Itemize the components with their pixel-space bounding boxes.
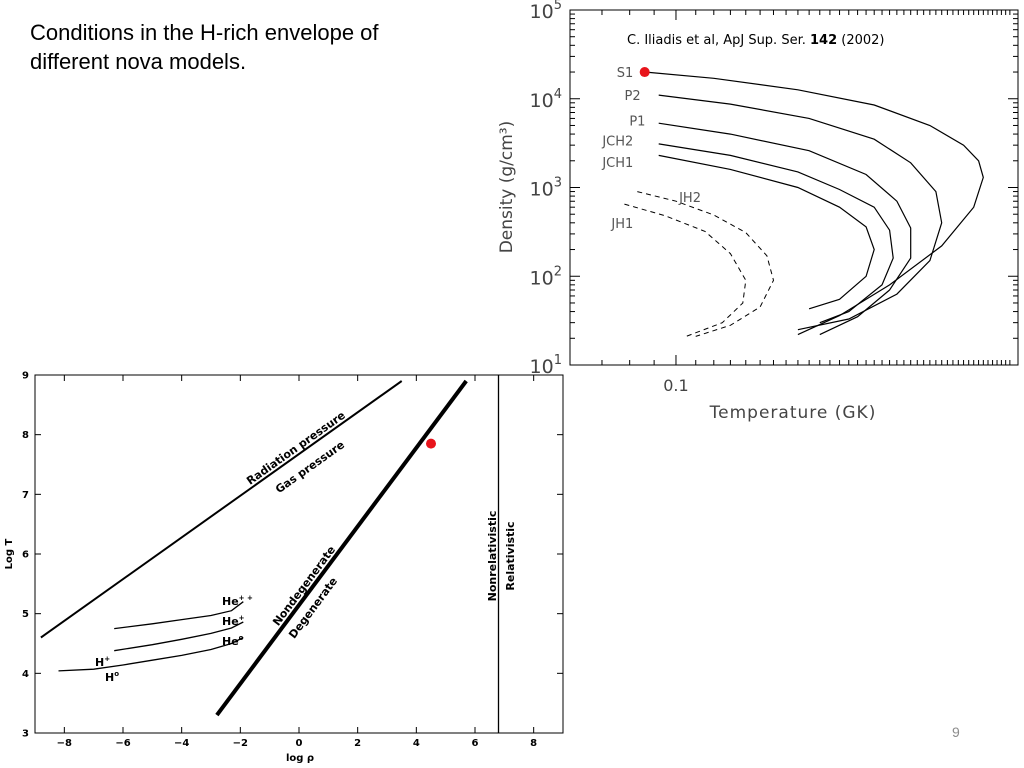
dt-series-s1 xyxy=(644,71,984,336)
rt-highlight-dot xyxy=(426,438,436,449)
rt-x-tick-label: −6 xyxy=(115,738,130,749)
dt-y-tick-label: 104 xyxy=(530,87,562,112)
rt-label-relativistic: Relativistic xyxy=(504,521,517,590)
rt-y-tick-label: 6 xyxy=(22,550,29,561)
rt-highlight-marker xyxy=(426,438,436,449)
rt-y-tick-label: 3 xyxy=(22,729,29,740)
dt-series-label-p1: P1 xyxy=(629,114,645,129)
dt-series-p2 xyxy=(658,94,943,331)
dt-y-axis-label: Density (g/cm³) xyxy=(497,121,517,254)
rt-y-tick-label: 9 xyxy=(22,371,29,382)
dt-x-axis-label: Temperature (GK) xyxy=(709,403,877,423)
rt-y-ticks: 3 4 5 6 7 8 9 xyxy=(22,371,563,740)
dt-x-ticks: 0.1 xyxy=(569,10,1011,395)
rt-label-he-plus: He+ xyxy=(222,614,245,628)
dt-highlight-dot xyxy=(639,67,650,78)
rt-y-axis-label: Log T xyxy=(4,538,15,569)
rt-label-he-zero: Heo xyxy=(222,634,244,648)
rt-label-nonrelativistic: Nonrelativistic xyxy=(486,511,499,602)
rt-label-he-plus-plus: He+ + xyxy=(222,594,253,608)
dt-series-label-jh1: JH1 xyxy=(610,217,633,232)
rt-curve-he-he0-boundary xyxy=(114,621,244,652)
dt-citation: C. Iliadis et al, ApJ Sup. Ser. 142 (200… xyxy=(627,33,885,48)
rt-x-tick-label: 4 xyxy=(413,738,420,749)
dt-series-label-jch2: JCH2 xyxy=(601,134,633,149)
rt-y-tick-label: 8 xyxy=(22,430,29,441)
rt-x-ticks: −8 −6 −4 −2 0 2 4 6 8 xyxy=(57,375,537,749)
rt-x-tick-label: 8 xyxy=(530,738,537,749)
rt-y-tick-label: 7 xyxy=(22,490,29,501)
page-number: 9 xyxy=(952,724,960,740)
dt-series-label-jch1: JCH1 xyxy=(601,156,633,171)
rt-x-tick-label: −8 xyxy=(57,738,72,749)
dt-series-jh2 xyxy=(637,191,775,337)
dt-x-tick-label: 0.1 xyxy=(663,376,688,395)
rt-curve-h-h0-boundary xyxy=(58,636,244,672)
rt-curve-radiation-gas-boundary xyxy=(40,380,403,639)
dt-series-label-s1: S1 xyxy=(617,66,634,81)
rt-x-tick-label: 2 xyxy=(354,738,361,749)
dt-curves xyxy=(624,71,984,337)
rt-curves xyxy=(40,375,500,733)
dt-series-jh1 xyxy=(624,203,747,337)
dt-curve-labels: S1 P2 P1 JCH2 JCH1 JH2 JH1 xyxy=(601,66,701,232)
rt-x-tick-label: −2 xyxy=(233,738,248,749)
dt-y-tick-label: 101 xyxy=(530,353,562,378)
rt-x-tick-label: 0 xyxy=(296,738,303,749)
rt-y-tick-label: 5 xyxy=(22,609,29,620)
dt-y-tick-label: 102 xyxy=(530,264,562,289)
rt-label-h-plus: H+ xyxy=(95,655,110,669)
slide-title: Conditions in the H-rich envelope of dif… xyxy=(30,20,379,74)
dt-series-p1 xyxy=(658,122,912,336)
rt-label-h-zero: Ho xyxy=(105,670,119,684)
dt-series-jch2 xyxy=(658,143,894,324)
rt-y-tick-label: 4 xyxy=(22,669,29,680)
rt-curve-he-he-boundary xyxy=(114,601,244,630)
rt-x-tick-label: 6 xyxy=(472,738,479,749)
dt-series-jch1 xyxy=(658,154,875,310)
dt-plot-frame xyxy=(569,9,1019,366)
rt-curve-degeneracy-boundary xyxy=(215,379,468,717)
dt-series-label-p2: P2 xyxy=(625,89,641,104)
dt-y-ticks: 101 102 103 104 105 xyxy=(530,0,1018,378)
rt-x-axis-label: log ρ xyxy=(286,753,314,764)
dt-highlight-marker xyxy=(639,67,650,78)
dt-series-label-jh2: JH2 xyxy=(678,191,701,206)
rt-x-tick-label: −4 xyxy=(174,738,189,749)
dt-y-tick-label: 103 xyxy=(530,176,562,201)
dt-y-tick-label: 105 xyxy=(530,0,562,23)
